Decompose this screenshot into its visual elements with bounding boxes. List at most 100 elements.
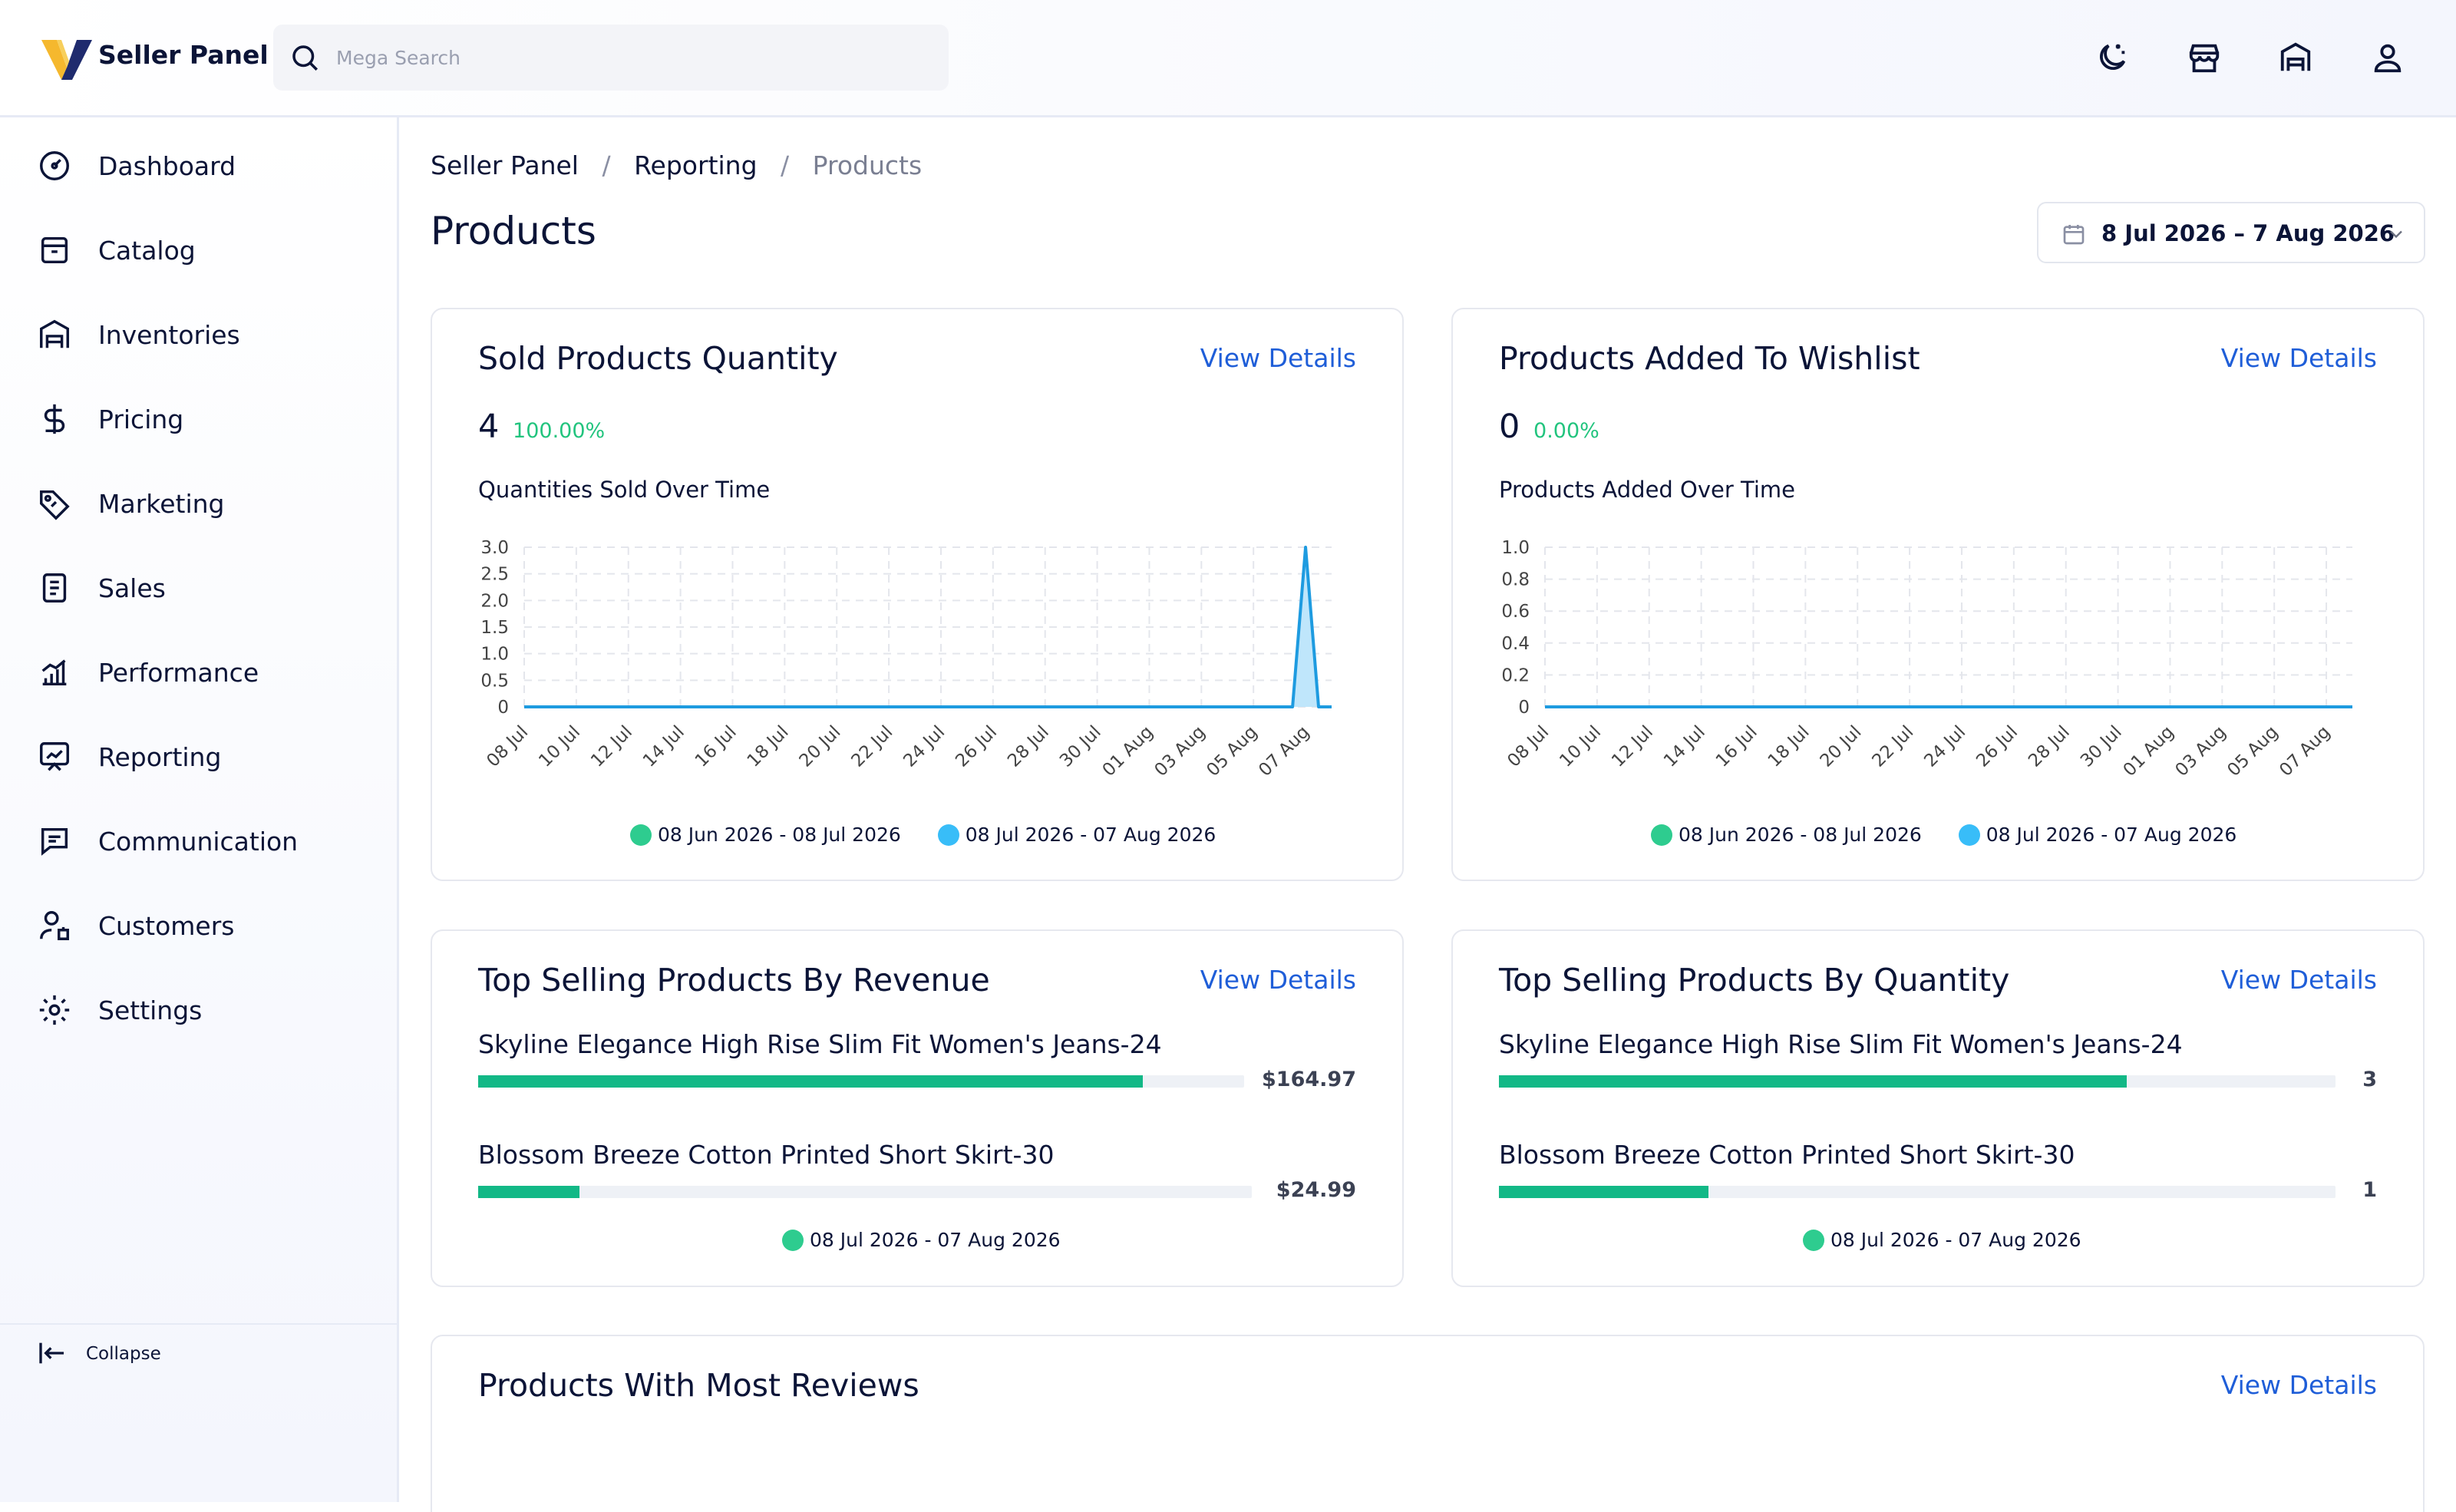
legend-item-curr[interactable]: 08 Jul 2026 - 07 Aug 2026: [937, 824, 1216, 846]
card-title: Top Selling Products By Revenue: [478, 962, 990, 999]
inventories-icon: [40, 319, 69, 348]
quantity-bar-track: [1499, 1186, 2336, 1198]
sidebar-item-label: Communication: [98, 827, 299, 857]
revenue-value: $24.99: [1276, 1178, 1356, 1202]
metric-number: 4: [478, 408, 500, 446]
mega-search[interactable]: [273, 25, 949, 91]
search-input[interactable]: [336, 25, 935, 91]
legend-item[interactable]: 08 Jul 2026 - 07 Aug 2026: [1803, 1229, 2081, 1251]
card-title: Sold Products Quantity: [478, 340, 838, 377]
chart-legend: 08 Jun 2026 - 08 Jul 2026 08 Jul 2026 - …: [1651, 824, 2267, 846]
series-line[interactable]: [524, 546, 1332, 708]
product-name[interactable]: Skyline Elegance High Rise Slim Fit Wome…: [478, 1029, 1162, 1059]
card-title: Top Selling Products By Quantity: [1499, 962, 2010, 999]
sidebar-item-dashboard[interactable]: Dashboard: [0, 131, 397, 200]
x-tick-label: 10 Jul: [1556, 722, 1605, 771]
x-tick-label: 24 Jul: [1920, 722, 1969, 771]
breadcrumb-products: Products: [812, 150, 923, 180]
sidebar-item-pricing[interactable]: Pricing: [0, 385, 397, 454]
breadcrumb-reporting[interactable]: Reporting: [634, 150, 758, 180]
x-tick-label: 12 Jul: [1608, 722, 1657, 771]
metric-percent: 100.00%: [513, 419, 606, 443]
collapse-button[interactable]: Collapse: [34, 1330, 233, 1376]
legend-item-prev[interactable]: 08 Jun 2026 - 08 Jul 2026: [1651, 824, 1922, 846]
sidebar-item-label: Customers: [98, 911, 235, 941]
y-tick-label: 0.5: [480, 671, 509, 691]
sidebar-item-reporting[interactable]: Reporting: [0, 722, 397, 791]
x-tick-label: 05 Aug: [2223, 722, 2282, 781]
view-details-link[interactable]: View Details: [1200, 343, 1356, 373]
sidebar-item-settings[interactable]: Settings: [0, 976, 397, 1045]
view-details-link[interactable]: View Details: [2220, 965, 2377, 995]
x-tick-label: 03 Aug: [1151, 722, 1210, 781]
dollar-icon: [44, 404, 65, 434]
x-tick-label: 12 Jul: [587, 722, 636, 771]
legend-item-curr[interactable]: 08 Jul 2026 - 07 Aug 2026: [1958, 824, 2236, 846]
sidebar-item-marketing[interactable]: Marketing: [0, 469, 397, 538]
catalog-icon: [41, 236, 68, 264]
sidebar-item-performance[interactable]: Performance: [0, 638, 397, 707]
x-tick-label: 08 Jul: [483, 722, 532, 771]
calendar-icon: [2063, 225, 2085, 245]
sidebar-item-sales[interactable]: Sales: [0, 553, 397, 622]
tag-icon: [40, 490, 70, 520]
store-icon[interactable]: [2187, 40, 2222, 75]
customers-icon: [40, 911, 69, 940]
legend-label: 08 Jul 2026 - 07 Aug 2026: [965, 824, 1216, 846]
brand-logo-icon[interactable]: [41, 34, 92, 81]
y-tick-label: 0.6: [1501, 602, 1530, 622]
warehouse-icon[interactable]: [2278, 40, 2313, 75]
chevron-down-icon: [2390, 230, 2402, 239]
product-name[interactable]: Blossom Breeze Cotton Printed Short Skir…: [1499, 1140, 2075, 1170]
legend-item-prev[interactable]: 08 Jun 2026 - 08 Jul 2026: [630, 824, 901, 846]
sidebar-item-communication[interactable]: Communication: [0, 807, 397, 876]
x-tick-label: 07 Aug: [1255, 722, 1313, 781]
x-tick-label: 28 Jul: [1004, 722, 1053, 771]
metric-percent: 0.00%: [1533, 419, 1599, 443]
x-tick-label: 22 Jul: [1868, 722, 1917, 771]
brand-name[interactable]: Seller Panel: [98, 40, 269, 70]
top-quantity-card: Top Selling Products By Quantity View De…: [1451, 929, 2425, 1287]
x-tick-label: 14 Jul: [639, 722, 688, 771]
quantity-value: 1: [2362, 1178, 2377, 1202]
metric-value: 4 100.00%: [478, 408, 605, 446]
most-reviews-card: Products With Most Reviews View Details: [431, 1335, 2425, 1512]
chart-legend: 08 Jul 2026 - 07 Aug 2026: [1803, 1229, 2081, 1251]
sidebar-item-catalog[interactable]: Catalog: [0, 216, 397, 285]
card-title: Products With Most Reviews: [478, 1367, 919, 1404]
sidebar-item-customers[interactable]: Customers: [0, 891, 397, 960]
dashboard-icon: [40, 151, 69, 180]
chart-legend: 08 Jul 2026 - 07 Aug 2026: [782, 1229, 1061, 1251]
chat-icon: [41, 827, 68, 856]
x-tick-label: 01 Aug: [1099, 722, 1157, 781]
breadcrumb-separator: /: [602, 150, 611, 180]
x-tick-label: 16 Jul: [1712, 722, 1761, 771]
product-name[interactable]: Blossom Breeze Cotton Printed Short Skir…: [478, 1140, 1055, 1170]
legend-item[interactable]: 08 Jul 2026 - 07 Aug 2026: [782, 1229, 1061, 1251]
product-name[interactable]: Skyline Elegance High Rise Slim Fit Wome…: [1499, 1029, 2183, 1059]
sidebar-item-label: Inventories: [98, 320, 240, 350]
moon-icon[interactable]: [2095, 40, 2130, 75]
quantity-value: 3: [2362, 1068, 2377, 1091]
top-header: Seller Panel: [0, 0, 2456, 117]
x-tick-label: 16 Jul: [692, 722, 741, 771]
y-tick-label: 1.0: [1501, 538, 1530, 558]
sidebar-item-inventories[interactable]: Inventories: [0, 300, 397, 369]
x-tick-label: 24 Jul: [900, 722, 949, 771]
user-icon[interactable]: [2370, 40, 2405, 75]
view-details-link[interactable]: View Details: [1200, 965, 1356, 995]
view-details-link[interactable]: View Details: [2220, 343, 2377, 373]
search-icon: [292, 45, 318, 71]
breadcrumb-separator: /: [781, 150, 790, 180]
sidebar-item-label: Performance: [98, 658, 259, 688]
x-tick-label: 30 Jul: [2077, 722, 2126, 771]
date-range-picker[interactable]: 8 Jul 2026 – 7 Aug 2026: [2037, 202, 2425, 263]
x-tick-label: 18 Jul: [744, 722, 793, 771]
x-tick-label: 26 Jul: [1972, 722, 2022, 771]
y-tick-label: 0.2: [1501, 665, 1530, 685]
sidebar-item-label: Pricing: [98, 404, 184, 434]
view-details-link[interactable]: View Details: [2220, 1370, 2377, 1400]
breadcrumb-seller-panel[interactable]: Seller Panel: [431, 150, 579, 180]
legend-dot: [937, 824, 959, 846]
chart-subtitle: Quantities Sold Over Time: [478, 477, 771, 503]
